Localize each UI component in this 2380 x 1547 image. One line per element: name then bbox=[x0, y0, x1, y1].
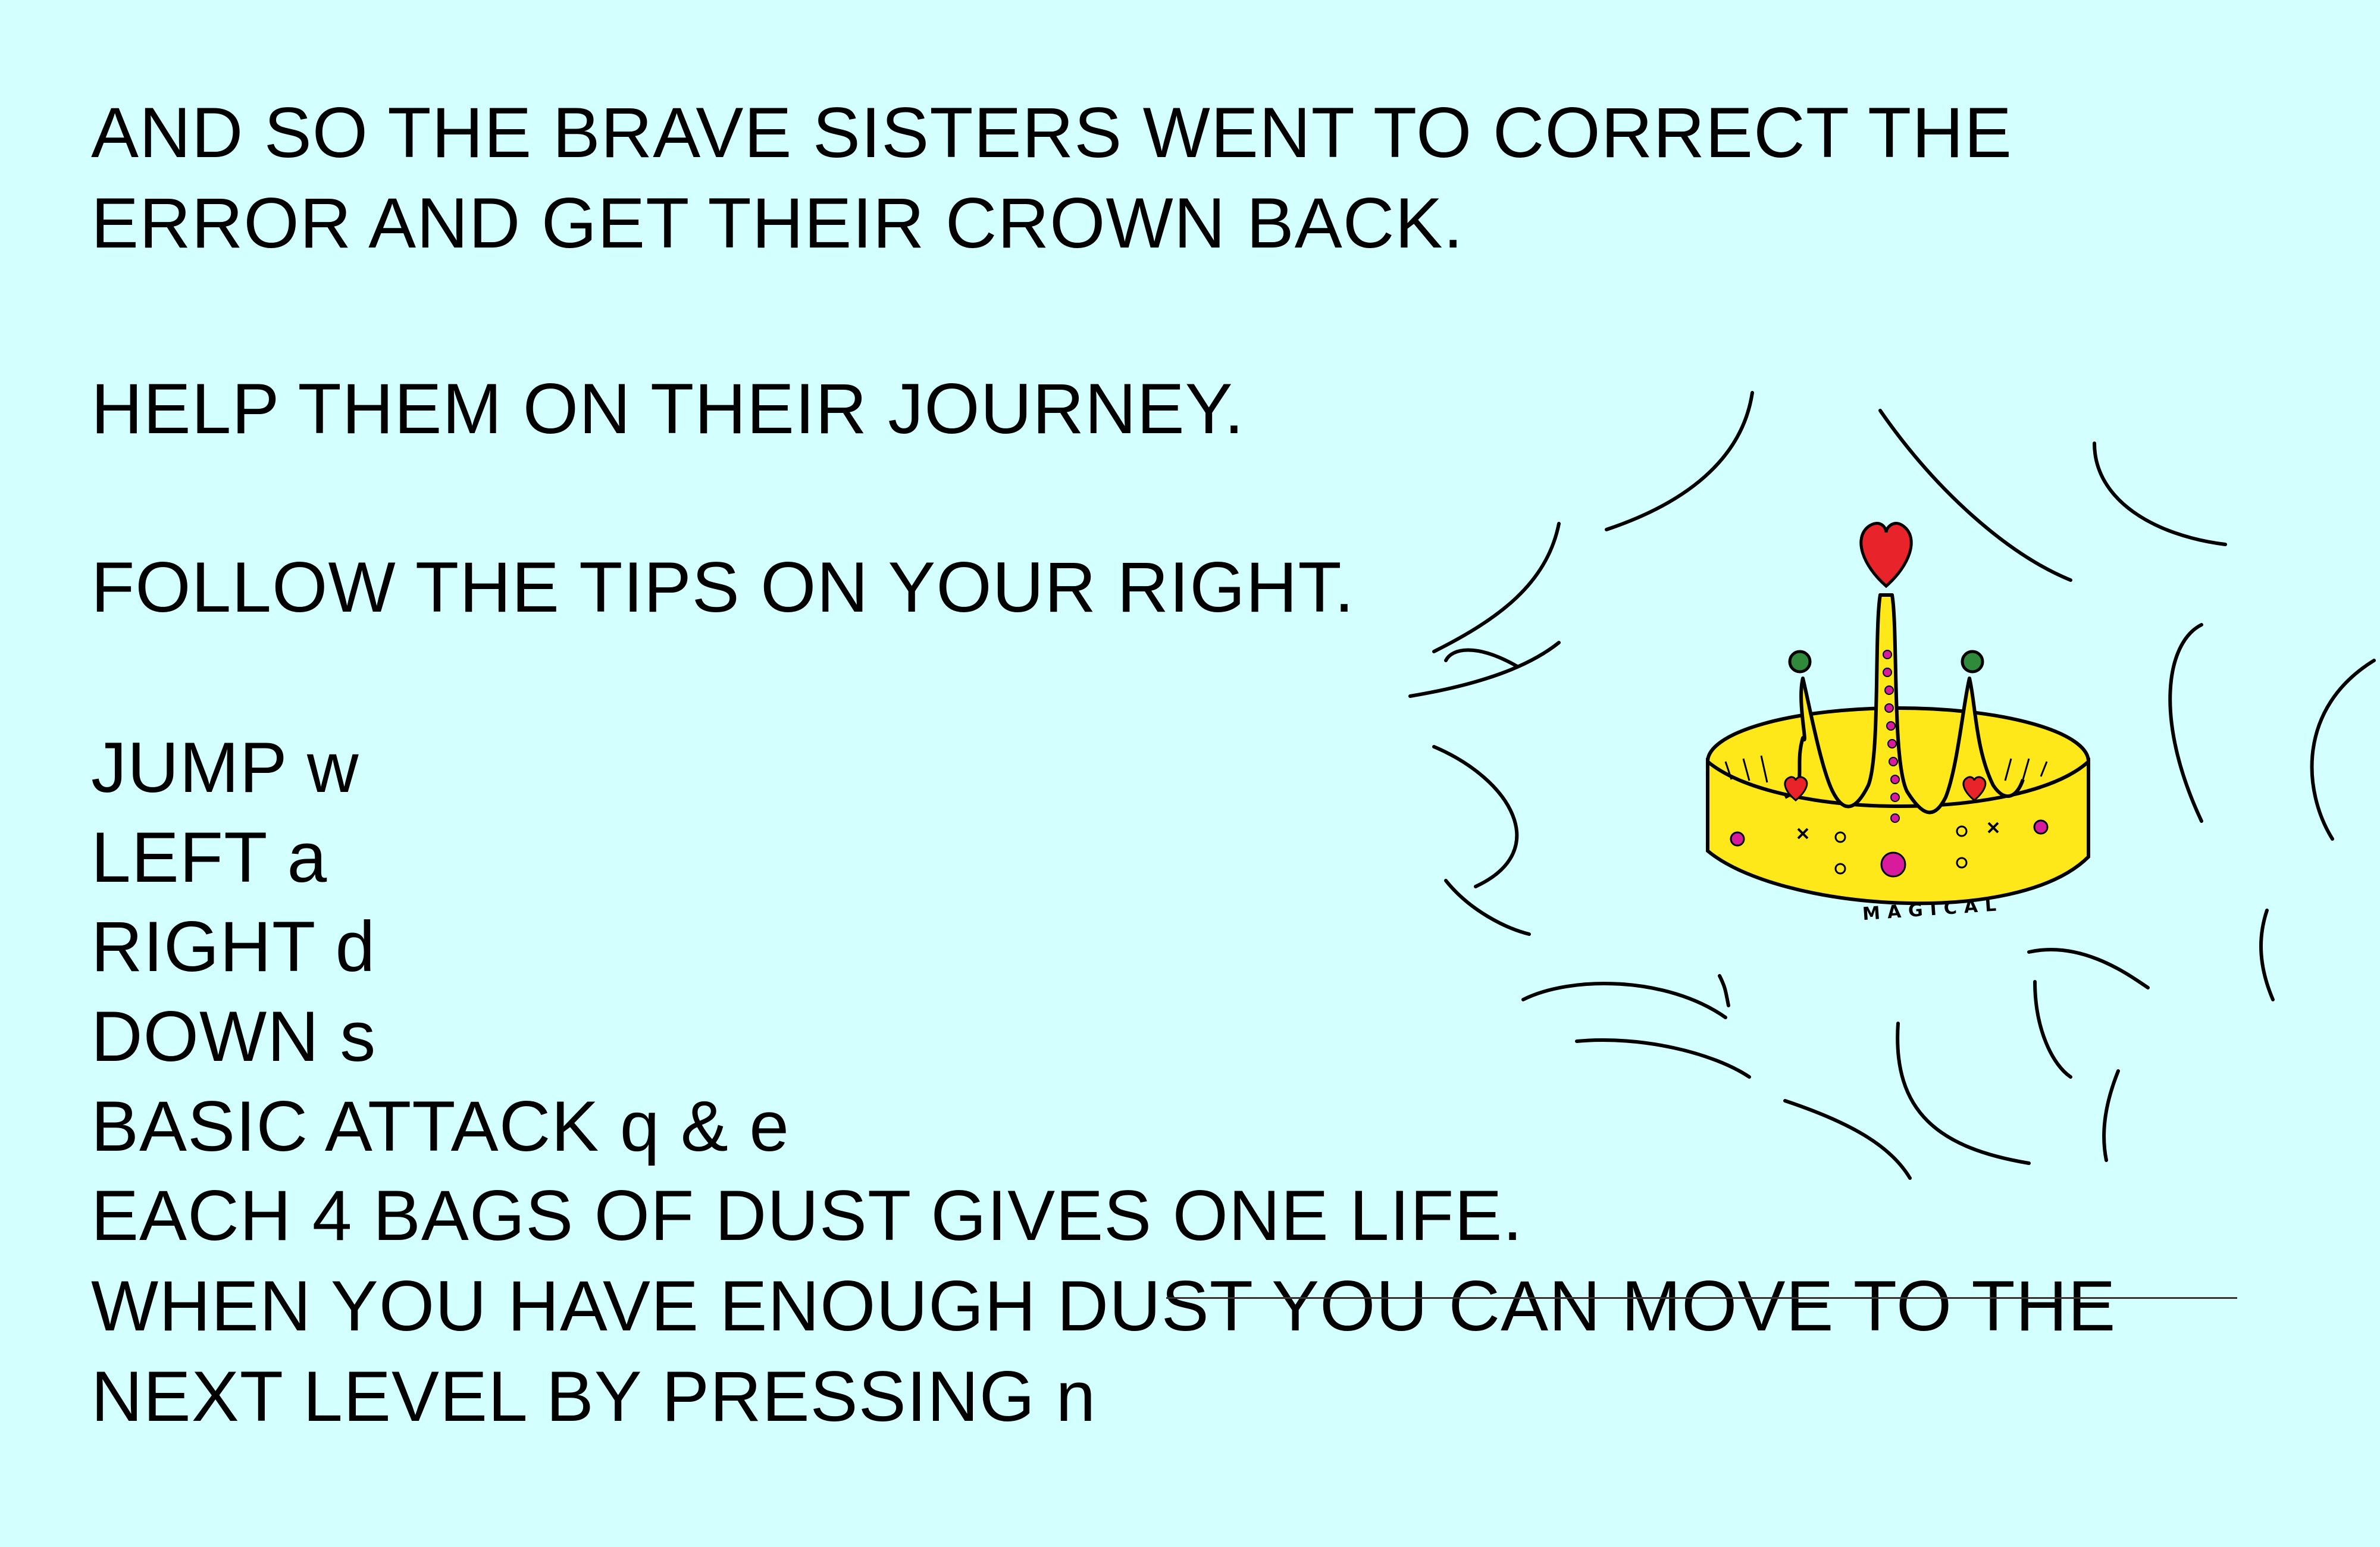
follow-tips-line: FOLLOW THE TIPS ON YOUR RIGHT. bbox=[91, 547, 1355, 627]
dust-life-tip: EACH 4 BAGS OF DUST GIVES ONE LIFE. bbox=[91, 1176, 1523, 1255]
motion-lines bbox=[1408, 391, 2376, 1180]
control-left: LEFT a bbox=[91, 818, 328, 897]
help-line: HELP THEM ON THEIR JOURNEY. bbox=[91, 369, 1245, 449]
next-level-tip-1: WHEN YOU HAVE ENOUGH DUST YOU CAN MOVE T… bbox=[91, 1266, 2116, 1346]
control-down: DOWN s bbox=[91, 997, 377, 1076]
strike-through-line bbox=[1166, 1297, 2237, 1299]
next-level-tip-2: NEXT LEVEL BY PRESSING n bbox=[91, 1357, 1097, 1436]
control-right: RIGHT d bbox=[91, 907, 376, 987]
control-attack: BASIC ATTACK q & e bbox=[91, 1086, 790, 1166]
magical-crown-icon: MAGICAL bbox=[1408, 391, 2376, 1180]
story-line-2: ERROR AND GET THEIR CROWN BACK. bbox=[91, 183, 1464, 263]
control-jump: JUMP w bbox=[91, 728, 359, 807]
story-line-1: AND SO THE BRAVE SISTERS WENT TO CORRECT… bbox=[91, 93, 2013, 173]
